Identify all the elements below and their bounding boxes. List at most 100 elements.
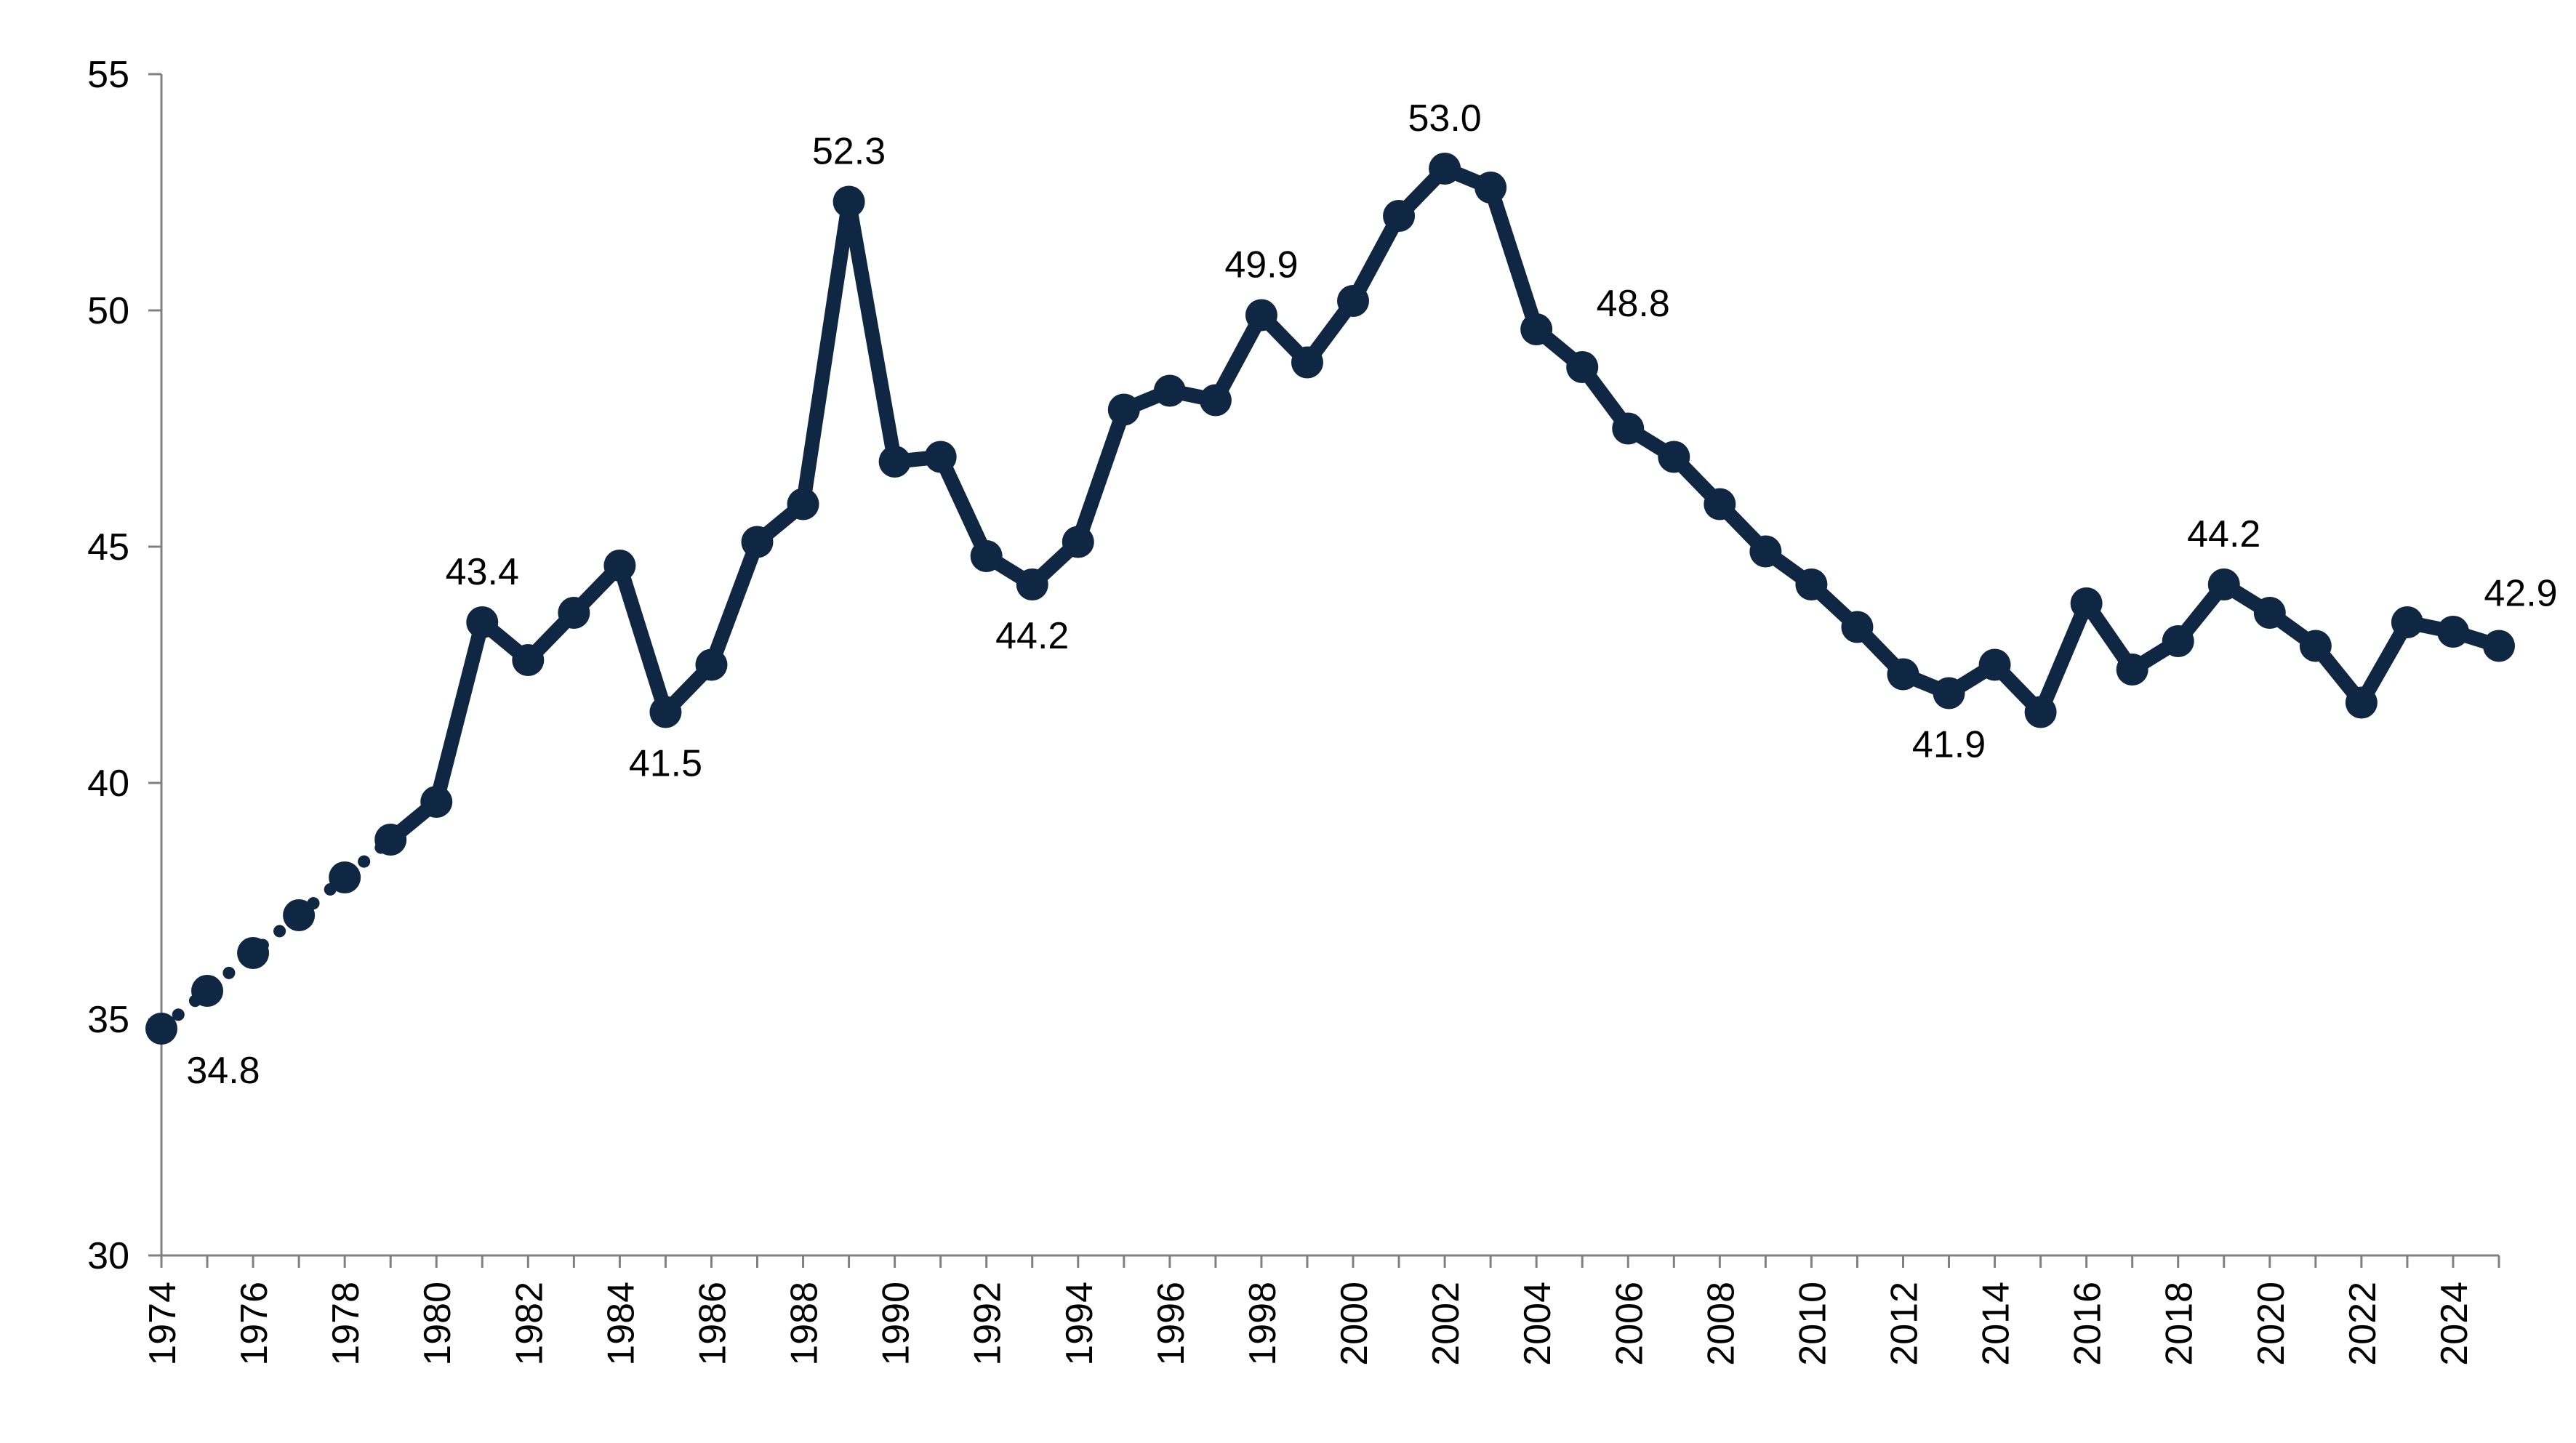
x-tick-label: 1974 <box>142 1282 184 1366</box>
data-point <box>1520 313 1553 345</box>
data-point <box>1474 172 1507 204</box>
x-tick-label: 2022 <box>2342 1282 2384 1366</box>
data-point <box>1566 351 1599 383</box>
data-point <box>1749 535 1782 568</box>
data-point <box>329 861 361 893</box>
x-tick-label: 1976 <box>233 1282 276 1366</box>
data-labels: 34.8 43.4 41.5 52.3 44.2 49.9 53.0 48.8 41.9 44.2… <box>186 97 2557 1092</box>
x-tick-label: 1984 <box>600 1282 642 1366</box>
y-axis: 30 35 40 45 50 55 <box>87 54 163 1277</box>
data-label: 44.2 <box>995 615 1069 657</box>
x-tick-label: 2012 <box>1883 1282 1925 1366</box>
x-tick-label: 1990 <box>875 1282 918 1366</box>
x-tick-label: 1982 <box>508 1282 550 1366</box>
data-point <box>2391 606 2423 638</box>
data-point <box>787 488 819 520</box>
x-tick-label: 2008 <box>1700 1282 1742 1366</box>
data-point <box>1245 299 1277 331</box>
x-tick-label: 2002 <box>1425 1282 1467 1366</box>
data-point <box>420 786 453 818</box>
data-label: 52.3 <box>812 131 886 173</box>
data-point <box>2070 587 2103 619</box>
data-point <box>1429 153 1461 185</box>
data-point <box>2207 568 2240 600</box>
data-label: 48.8 <box>1597 283 1670 325</box>
data-point <box>1062 526 1094 558</box>
data-point <box>2299 630 2332 662</box>
data-point <box>649 696 682 728</box>
data-label: 44.2 <box>2187 513 2260 555</box>
series-points <box>145 153 2515 1045</box>
data-point <box>1978 648 2011 681</box>
x-tick-label: 2018 <box>2159 1282 2201 1366</box>
data-label: 49.9 <box>1224 244 1298 286</box>
x-tick-label: 2010 <box>1791 1282 1834 1366</box>
data-point <box>1841 611 1874 643</box>
data-point <box>2345 686 2378 719</box>
data-point <box>1704 488 1736 520</box>
x-tick-label: 1978 <box>325 1282 367 1366</box>
data-point <box>1153 374 1186 407</box>
data-point <box>1887 658 1919 691</box>
data-point <box>2116 654 2148 686</box>
data-point <box>1291 346 1323 379</box>
data-label: 43.4 <box>446 551 519 593</box>
x-tick-label: 2006 <box>1608 1282 1650 1366</box>
data-point <box>1383 200 1416 232</box>
data-point <box>924 441 957 473</box>
data-point <box>283 899 316 931</box>
x-tick-label: 2014 <box>1975 1282 2018 1366</box>
x-tick-label: 2016 <box>2067 1282 2109 1366</box>
data-point <box>466 606 499 638</box>
data-label: 42.9 <box>2484 573 2557 615</box>
data-point <box>191 975 224 1007</box>
data-point <box>1337 285 1370 317</box>
data-point <box>1795 568 1828 600</box>
data-point <box>2162 625 2194 657</box>
y-tick-label: 40 <box>87 763 129 805</box>
data-point <box>970 540 1003 572</box>
y-tick-label: 45 <box>87 526 129 568</box>
data-point <box>512 644 545 676</box>
data-point <box>832 185 865 218</box>
y-tick-label: 50 <box>87 290 129 332</box>
data-point <box>558 597 590 629</box>
x-tick-label: 2004 <box>1517 1282 1559 1366</box>
data-point <box>1016 568 1048 600</box>
x-tick-label: 2024 <box>2433 1282 2476 1366</box>
data-label: 41.9 <box>1912 724 1986 766</box>
data-point <box>2483 630 2515 662</box>
x-tick-label: 1994 <box>1059 1282 1101 1366</box>
y-tick-label: 55 <box>87 54 129 96</box>
data-point <box>2436 616 2469 648</box>
data-point <box>1658 441 1690 473</box>
data-label: 53.0 <box>1408 97 1481 140</box>
y-tick-label: 35 <box>87 999 129 1041</box>
data-point <box>2024 696 2057 728</box>
series-line <box>155 161 2506 1035</box>
x-tick-label: 1998 <box>1242 1282 1284 1366</box>
data-point <box>1107 393 1140 426</box>
x-tick-label: 1996 <box>1150 1282 1192 1366</box>
x-tick-label: 1986 <box>691 1282 734 1366</box>
data-label: 41.5 <box>629 743 702 785</box>
data-point <box>741 526 774 558</box>
data-point <box>695 648 728 681</box>
x-tick-label: 1980 <box>417 1282 459 1366</box>
x-tick-label: 2020 <box>2250 1282 2292 1366</box>
x-tick-label: 1988 <box>784 1282 826 1366</box>
x-tick-label: 1992 <box>967 1282 1009 1366</box>
data-point <box>1199 384 1232 417</box>
x-axis: 1974 1976 1978 1980 1982 1984 1986 1988 1990 1992… <box>142 1254 2500 1366</box>
data-point <box>1612 412 1645 445</box>
data-label: 34.8 <box>186 1050 260 1092</box>
data-point <box>2253 597 2286 629</box>
series-line-solid <box>383 161 2506 847</box>
data-point <box>878 446 911 478</box>
data-point <box>1933 677 1965 710</box>
data-point <box>603 550 636 582</box>
y-tick-label: 30 <box>87 1235 129 1277</box>
data-point <box>374 824 407 856</box>
data-point <box>145 1013 177 1045</box>
